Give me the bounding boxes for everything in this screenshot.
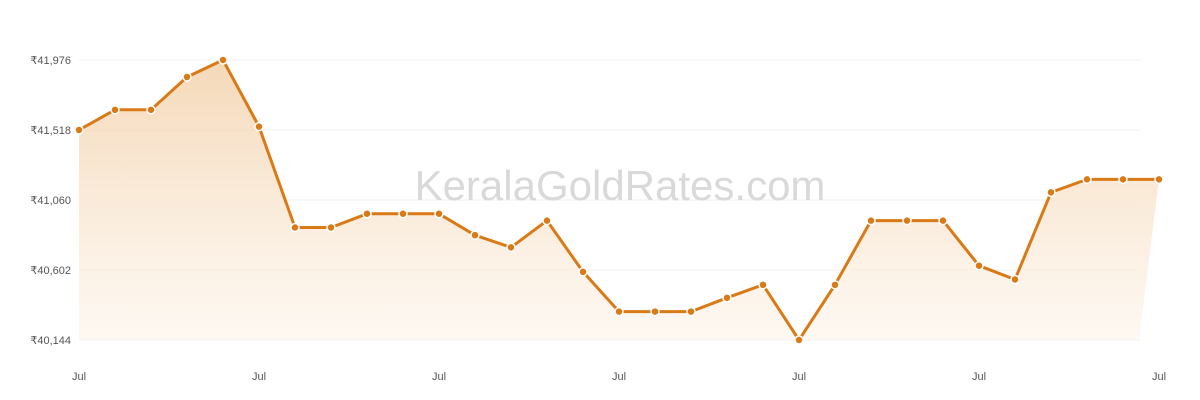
data-point[interactable] bbox=[722, 293, 732, 303]
y-axis-ticks: ₹40,144 ₹40,602 ₹41,060 ₹41,518 ₹41,976 bbox=[30, 55, 71, 347]
y-tick-label: ₹41,976 bbox=[30, 55, 71, 67]
watermark: KeralaGoldRates.com bbox=[415, 162, 826, 209]
x-tick-label: Jul bbox=[1152, 371, 1166, 383]
data-point[interactable] bbox=[1154, 174, 1164, 185]
data-point[interactable] bbox=[614, 306, 624, 317]
x-tick-label: Jul bbox=[72, 371, 86, 383]
data-point[interactable] bbox=[182, 72, 192, 82]
data-point[interactable] bbox=[794, 335, 804, 345]
x-tick-label: Jul bbox=[792, 371, 806, 383]
data-point[interactable] bbox=[758, 280, 768, 290]
data-point[interactable] bbox=[938, 215, 948, 226]
data-point[interactable] bbox=[146, 105, 156, 115]
data-point[interactable] bbox=[578, 267, 588, 277]
data-point[interactable] bbox=[542, 215, 552, 226]
data-point[interactable] bbox=[650, 306, 660, 317]
data-point[interactable] bbox=[902, 215, 912, 226]
data-point[interactable] bbox=[830, 280, 840, 290]
y-tick-label: ₹40,144 bbox=[30, 335, 71, 347]
x-tick-label: Jul bbox=[432, 371, 446, 383]
data-point[interactable] bbox=[686, 306, 696, 317]
data-point[interactable] bbox=[110, 105, 120, 115]
x-tick-label: Jul bbox=[252, 371, 266, 383]
y-tick-label: ₹40,602 bbox=[30, 265, 71, 277]
x-tick-label: Jul bbox=[612, 371, 626, 383]
data-point[interactable] bbox=[398, 209, 408, 219]
data-point[interactable] bbox=[74, 125, 84, 135]
data-point[interactable] bbox=[326, 222, 336, 233]
x-axis-ticks: Jul Jul Jul Jul Jul Jul Jul bbox=[72, 371, 1166, 383]
area-fill bbox=[79, 60, 1159, 340]
data-point[interactable] bbox=[434, 209, 444, 219]
data-point[interactable] bbox=[1118, 174, 1128, 185]
area-path bbox=[79, 60, 1159, 340]
data-point[interactable] bbox=[254, 121, 264, 132]
data-point[interactable] bbox=[290, 222, 300, 233]
data-point[interactable] bbox=[1082, 174, 1092, 185]
y-tick-label: ₹41,060 bbox=[30, 195, 71, 207]
y-tick-label: ₹41,518 bbox=[30, 125, 71, 137]
data-point[interactable] bbox=[866, 215, 876, 226]
data-point[interactable] bbox=[218, 55, 228, 65]
x-tick-label: Jul bbox=[972, 371, 986, 383]
data-point[interactable] bbox=[470, 230, 480, 240]
data-point[interactable] bbox=[974, 260, 984, 271]
data-point[interactable] bbox=[362, 209, 372, 219]
data-point[interactable] bbox=[1010, 274, 1020, 285]
data-point[interactable] bbox=[506, 242, 516, 253]
data-points bbox=[74, 55, 1164, 345]
data-point[interactable] bbox=[1046, 187, 1056, 198]
